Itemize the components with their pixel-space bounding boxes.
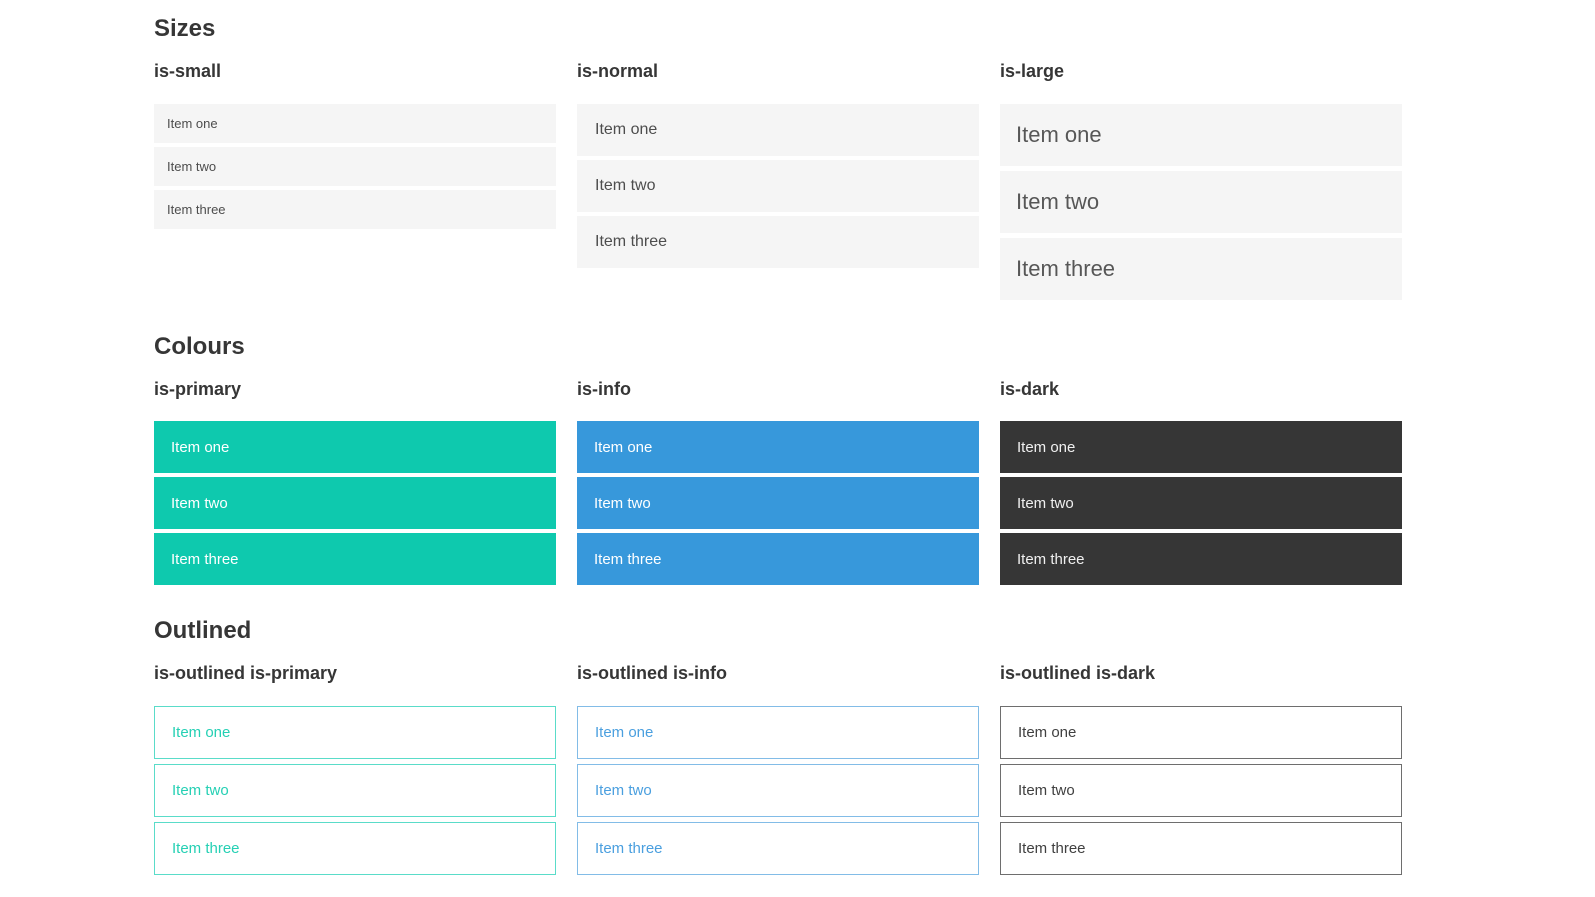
- list-is-dark: Item one Item two Item three: [1000, 421, 1402, 586]
- list-item[interactable]: Item three: [154, 821, 556, 875]
- demo-column-is-info: is-info Item one Item two Item three: [577, 379, 979, 590]
- list-item[interactable]: Item three: [577, 533, 979, 586]
- list-item[interactable]: Item two: [1000, 763, 1402, 817]
- content: Sizes is-small Item one Item two Item th…: [154, 14, 1402, 880]
- list-item[interactable]: Item one: [577, 103, 979, 156]
- demo-column-is-large: is-large Item one Item two Item three: [1000, 61, 1402, 305]
- list-outlined-info: Item one Item two Item three: [577, 705, 979, 875]
- demo-column-outlined-primary: is-outlined is-primary Item one Item two…: [154, 663, 556, 880]
- section-colours: Colours is-primary Item one Item two Ite…: [154, 332, 1402, 590]
- list-outlined-primary: Item one Item two Item three: [154, 705, 556, 875]
- list-item[interactable]: Item three: [577, 821, 979, 875]
- column-heading-is-large: is-large: [1000, 61, 1065, 81]
- column-heading-is-normal: is-normal: [577, 61, 659, 81]
- columns-sizes: is-small Item one Item two Item three is…: [154, 61, 1402, 305]
- demo-column-outlined-dark: is-outlined is-dark Item one Item two It…: [1000, 663, 1402, 880]
- section-title-colours: Colours: [154, 332, 245, 360]
- list-is-small: Item one Item two Item three: [154, 103, 556, 229]
- column-heading-is-dark: is-dark: [1000, 378, 1060, 399]
- list-item[interactable]: Item two: [154, 146, 556, 186]
- list-item[interactable]: Item one: [577, 705, 979, 759]
- list-item[interactable]: Item two: [577, 763, 979, 817]
- list-item[interactable]: Item three: [1000, 821, 1402, 875]
- column-heading-is-small: is-small: [154, 61, 222, 81]
- list-item[interactable]: Item two: [1000, 170, 1402, 233]
- list-item[interactable]: Item one: [154, 103, 556, 143]
- demo-column-outlined-info: is-outlined is-info Item one Item two It…: [577, 663, 979, 880]
- demo-column-is-dark: is-dark Item one Item two Item three: [1000, 379, 1402, 590]
- column-heading-outlined-info: is-outlined is-info: [577, 663, 727, 684]
- demo-column-is-small: is-small Item one Item two Item three: [154, 61, 556, 305]
- list-item[interactable]: Item two: [577, 477, 979, 530]
- list-item[interactable]: Item three: [1000, 237, 1402, 300]
- list-item[interactable]: Item two: [154, 763, 556, 817]
- list-item[interactable]: Item one: [1000, 705, 1402, 759]
- section-outlined: Outlined is-outlined is-primary Item one…: [154, 616, 1402, 880]
- column-heading-outlined-primary: is-outlined is-primary: [154, 663, 338, 684]
- list-item[interactable]: Item one: [154, 705, 556, 759]
- section-title-outlined: Outlined: [154, 617, 252, 645]
- column-heading-outlined-dark: is-outlined is-dark: [1000, 663, 1156, 684]
- list-outlined-dark: Item one Item two Item three: [1000, 705, 1402, 875]
- list-item[interactable]: Item one: [1000, 103, 1402, 166]
- list-is-large: Item one Item two Item three: [1000, 103, 1402, 300]
- column-heading-is-primary: is-primary: [154, 378, 242, 399]
- list-item[interactable]: Item two: [1000, 477, 1402, 530]
- list-item[interactable]: Item two: [154, 477, 556, 530]
- list-item[interactable]: Item two: [577, 159, 979, 212]
- list-is-info: Item one Item two Item three: [577, 421, 979, 586]
- column-heading-is-info: is-info: [577, 378, 631, 399]
- list-item[interactable]: Item one: [154, 421, 556, 474]
- list-item[interactable]: Item three: [154, 533, 556, 586]
- demo-column-is-primary: is-primary Item one Item two Item three: [154, 379, 556, 590]
- list-item[interactable]: Item three: [577, 215, 979, 268]
- list-item[interactable]: Item three: [1000, 533, 1402, 586]
- list-item[interactable]: Item one: [1000, 421, 1402, 474]
- list-is-normal: Item one Item two Item three: [577, 103, 979, 268]
- columns-outlined: is-outlined is-primary Item one Item two…: [154, 663, 1402, 880]
- section-sizes: Sizes is-small Item one Item two Item th…: [154, 14, 1402, 305]
- demo-column-is-normal: is-normal Item one Item two Item three: [577, 61, 979, 305]
- columns-colours: is-primary Item one Item two Item three …: [154, 379, 1402, 590]
- list-item[interactable]: Item one: [577, 421, 979, 474]
- section-title-sizes: Sizes: [154, 15, 216, 42]
- list-item[interactable]: Item three: [154, 189, 556, 229]
- list-is-primary: Item one Item two Item three: [154, 421, 556, 586]
